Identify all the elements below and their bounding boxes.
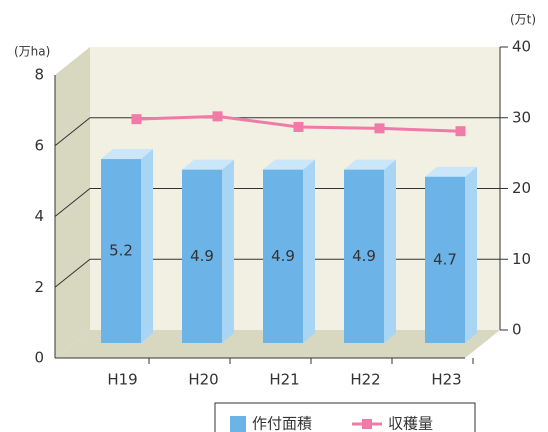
x-tick-label: H20 (188, 371, 218, 389)
x-tick-label: H19 (107, 371, 137, 389)
y2-tick-label: 20 (512, 179, 531, 197)
bar (344, 169, 384, 343)
bar-value-label: 5.2 (109, 242, 133, 260)
y2-axis-unit: (万t) (510, 13, 536, 27)
bar (101, 159, 141, 343)
grid-line (54, 117, 500, 147)
bar-side (384, 159, 396, 343)
bar-value-label: 4.9 (271, 247, 295, 265)
y2-tick-label: 30 (512, 108, 531, 126)
bar (425, 176, 465, 343)
bar-side (141, 149, 153, 343)
y-tick-label: 0 (34, 349, 44, 367)
bar-top (263, 159, 315, 170)
bar-value-label: 4.7 (433, 250, 457, 268)
y-axis-unit: (万ha) (14, 45, 50, 59)
legend-label: 収穫量 (388, 415, 433, 432)
bar-side (222, 159, 234, 343)
y-tick-label: 4 (34, 207, 44, 225)
line-marker (455, 126, 466, 137)
bar-top (344, 159, 396, 170)
y-tick-label: 8 (34, 66, 44, 84)
x-tick-label: H23 (431, 371, 461, 389)
line-marker (131, 114, 142, 125)
legend-label: 作付面積 (252, 415, 312, 432)
legend-marker (362, 419, 372, 429)
line-marker (374, 123, 385, 134)
bar-top (425, 166, 477, 177)
x-tick-label: H22 (350, 371, 380, 389)
line-marker (212, 111, 223, 122)
y2-tick-label: 0 (512, 321, 522, 339)
bar-top (182, 159, 234, 170)
y2-tick-label: 10 (512, 250, 531, 268)
bar-side (303, 159, 315, 343)
legend-swatch (230, 416, 246, 432)
bar-top (101, 149, 153, 160)
y2-tick-label: 40 (512, 38, 531, 56)
bar-value-label: 4.9 (190, 247, 214, 265)
y-tick-label: 6 (34, 136, 44, 154)
legend (214, 402, 476, 432)
bar (182, 169, 222, 343)
x-tick-label: H21 (269, 371, 299, 389)
bar-side (465, 166, 477, 343)
line-marker (293, 121, 304, 132)
bar (263, 169, 303, 343)
bar-value-label: 4.9 (352, 247, 376, 265)
y-tick-label: 2 (34, 278, 44, 296)
